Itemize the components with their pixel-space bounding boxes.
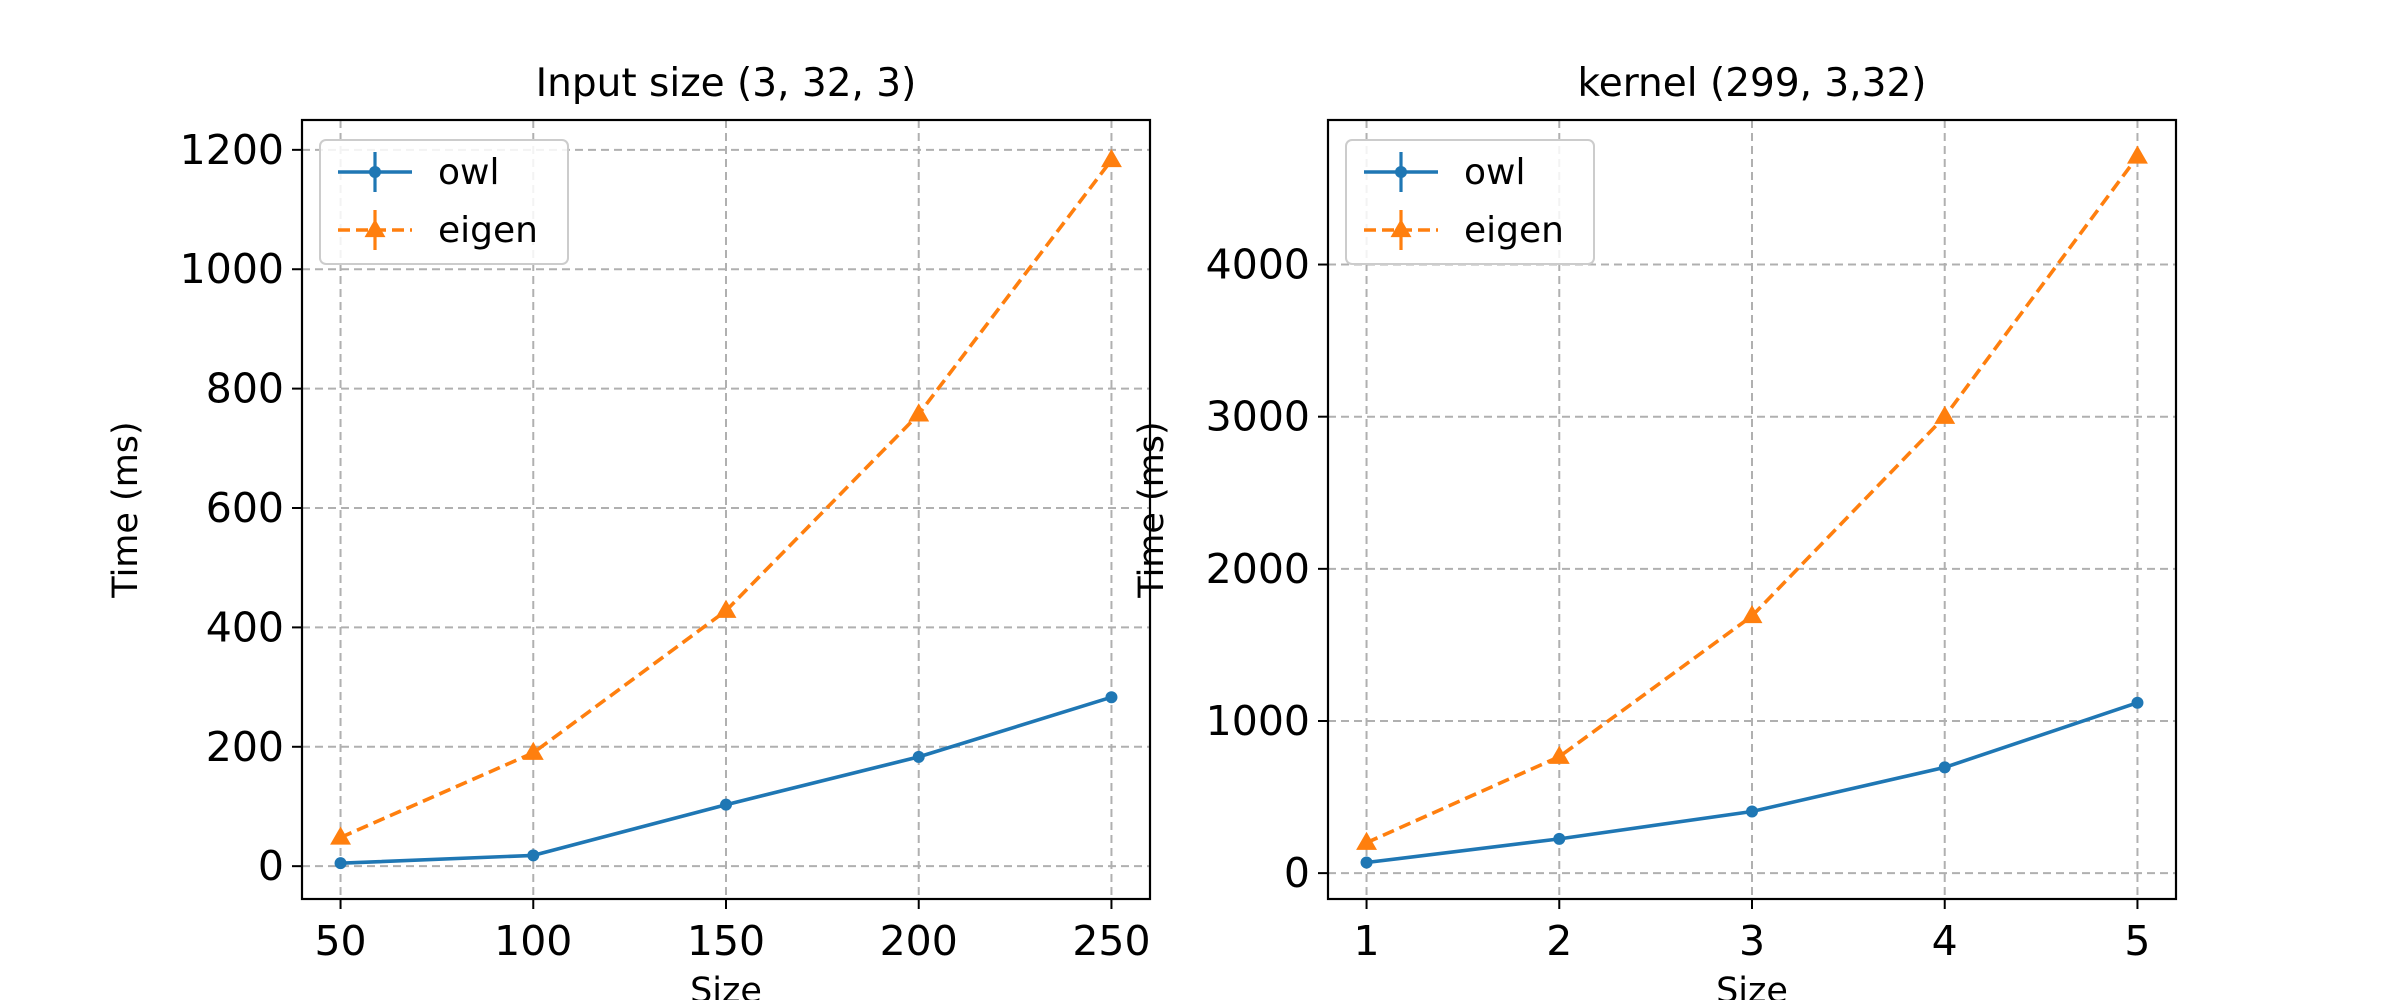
y-tick-label: 600 — [206, 484, 284, 532]
legend-label-owl: owl — [438, 152, 499, 193]
data-point-eigen — [1101, 148, 1122, 168]
x-tick-label: 200 — [880, 917, 958, 965]
data-point-owl — [1938, 761, 1951, 774]
y-tick-label: 3000 — [1206, 393, 1310, 441]
data-point-eigen — [1934, 405, 1956, 424]
y-tick-label: 4000 — [1206, 241, 1310, 289]
y-tick-label: 200 — [206, 723, 284, 771]
y-tick-label: 0 — [1284, 849, 1310, 897]
data-point-owl — [720, 798, 732, 811]
x-axis-label: Size — [1716, 971, 1788, 1000]
legend-marker-owl — [369, 166, 381, 178]
data-point-eigen — [1356, 831, 1377, 850]
legend: owl eigen — [1345, 139, 1595, 265]
data-point-eigen — [908, 403, 930, 422]
x-axis-label: Size — [690, 971, 762, 1000]
data-point-owl — [334, 857, 347, 870]
data-point-eigen — [1741, 605, 1763, 624]
legend: owl eigen — [319, 139, 569, 265]
legend-label-owl: owl — [1464, 152, 1525, 193]
data-point-owl — [912, 750, 925, 763]
chart-panel-2: 1 2 3 4 5 0 1000 2000 3000 4000 owl eigen kernel (29… — [1132, 61, 2178, 1000]
chart-panel-1: 50 100 150 200 250 0 200 400 600 800 1000 1200 owl ei… — [106, 61, 1152, 1000]
plot-frame — [1326, 118, 2178, 901]
data-point-eigen — [330, 826, 351, 845]
data-point-owl — [2131, 696, 2144, 709]
x-tick-label: 4 — [1932, 917, 1958, 965]
y-tick-label: 400 — [206, 603, 284, 651]
legend-marker-eigen — [1390, 219, 1412, 238]
data-point-eigen — [2127, 145, 2148, 164]
y-axis-label: Time (ms) — [1132, 421, 1172, 598]
plot-frame — [300, 118, 1152, 901]
data-point-owl — [527, 849, 540, 862]
data-point-eigen — [715, 599, 737, 618]
x-tick-label: 100 — [494, 917, 572, 965]
data-point-eigen — [522, 741, 544, 760]
x-tick-label: 150 — [687, 917, 765, 965]
data-point-eigen — [1548, 745, 1570, 764]
x-tick-label: 2 — [1546, 917, 1572, 965]
x-tick-label: 50 — [314, 917, 366, 965]
data-point-owl — [1105, 691, 1118, 704]
x-tick-label: 250 — [1072, 917, 1150, 965]
y-tick-label: 1000 — [1206, 697, 1310, 745]
legend-marker-owl — [1395, 166, 1407, 178]
x-tick-label: 3 — [1739, 917, 1765, 965]
x-tick-label: 5 — [2124, 917, 2150, 965]
y-tick-label: 1200 — [180, 126, 284, 174]
legend-label-eigen: eigen — [1464, 210, 1564, 251]
y-axis-label: Time (ms) — [106, 421, 146, 598]
y-tick-label: 1000 — [180, 245, 284, 293]
legend-marker-eigen — [364, 219, 386, 238]
data-point-owl — [1360, 856, 1373, 869]
data-point-owl — [1553, 832, 1566, 845]
series-line-eigen — [1365, 155, 2139, 845]
y-tick-label: 0 — [258, 842, 284, 890]
legend-label-eigen: eigen — [438, 210, 538, 251]
y-tick-label: 2000 — [1206, 545, 1310, 593]
y-tick-label: 800 — [206, 365, 284, 413]
chart-title: Input size (3, 32, 3) — [536, 61, 917, 106]
chart-title: kernel (299, 3,32) — [1578, 61, 1927, 106]
x-tick-label: 1 — [1353, 917, 1379, 965]
data-point-owl — [1746, 805, 1758, 818]
